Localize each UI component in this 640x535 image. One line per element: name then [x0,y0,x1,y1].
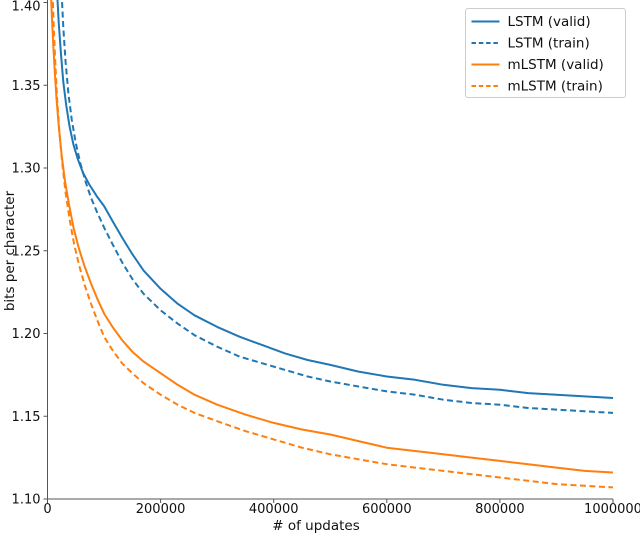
legend-label-mlstm-train: mLSTM (train) [508,79,603,95]
y-tick-label: 1.10 [12,493,41,508]
y-tick-label: 1.25 [12,244,41,259]
series-mlstm-train-line [51,0,614,489]
y-tick-label: 1.40 [12,0,41,15]
x-tick-label: 400000 [249,502,299,517]
legend-entry-mlstm-valid: mLSTM (valid) [471,57,604,73]
x-tick-label: 0 [43,502,51,517]
legend-entry-lstm-train: LSTM (train) [471,36,590,52]
x-tick-label: 600000 [362,502,412,517]
legend-layer: LSTM (valid) LSTM (train) mLSTM (valid) mLS… [465,8,626,98]
legend-label-mlstm-valid: mLSTM (valid) [508,57,604,73]
x-tick-label: 800000 [475,502,525,517]
series-layer [50,0,614,489]
legend-label-lstm-valid: LSTM (valid) [508,14,591,30]
x-tick-label: 200000 [136,502,186,517]
y-tick-label: 1.15 [12,410,41,425]
y-axis-label: bits per character [2,190,18,311]
legend-box [465,8,626,98]
series-lstm-train-line [60,0,614,414]
x-tick-label: 1000000 [584,502,640,517]
y-tick-label: 1.20 [12,327,41,342]
y-tick-label: 1.35 [12,79,41,94]
y-tick-label: 1.30 [12,162,41,177]
legend-entry-lstm-valid: LSTM (valid) [471,14,591,30]
x-axis-label: # of updates [272,518,360,534]
legend-label-lstm-train: LSTM (train) [508,36,590,52]
legend-entry-mlstm-train: mLSTM (train) [471,79,603,95]
axes-layer: 1.40 1.35 1.30 1.25 1.20 1.15 1.100 200000 40000… [12,0,640,517]
series-lstm-valid-line [56,0,614,399]
